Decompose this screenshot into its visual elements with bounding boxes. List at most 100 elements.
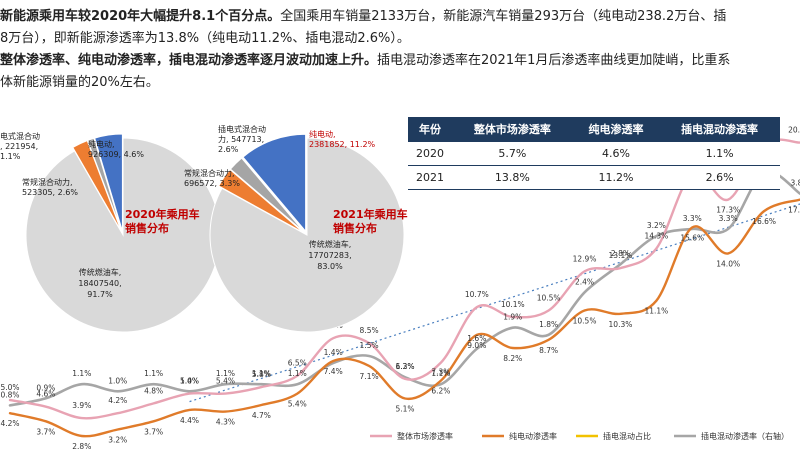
data-label: 5.0% (0, 383, 19, 392)
legend-label: 整体市场渗透率 (397, 431, 453, 441)
data-label: 3.8% (790, 179, 800, 188)
data-label: 11.1% (644, 307, 668, 316)
data-label: 4.8% (144, 386, 163, 395)
pie-slice (229, 157, 305, 233)
data-label: 12.9% (573, 254, 597, 263)
data-label: 1.1% (144, 369, 163, 378)
pie-title-2020: 2020年乘用车销售分布 (125, 207, 200, 235)
data-label: 1.5% (360, 341, 379, 350)
pie-slice (209, 137, 405, 333)
data-label: 6.2% (431, 387, 450, 396)
data-label: 3.2% (108, 435, 127, 444)
body-text: 插电混动渗透率在2021年1月后渗透率曲线更加陡峭，比重系 (377, 53, 731, 68)
table-cell: 2021 (408, 165, 452, 190)
table-header-cell: 插电混动渗透率 (659, 117, 780, 142)
data-label: 14.0% (716, 259, 740, 268)
paragraph-line-4: 体新能源销量的20%左右。 (0, 75, 159, 90)
data-label: 1.8% (539, 320, 558, 329)
table-header-cell: 纯电渗透率 (572, 117, 660, 142)
data-label: 0.8% (0, 390, 19, 399)
data-label: 2.8% (72, 442, 91, 450)
table-cell: 4.6% (572, 141, 660, 166)
body-text: 全国乘用车销量2133万台，新能源汽车销量293万台（纯电动238.2万台、插 (280, 9, 727, 24)
data-label: 1.1% (288, 369, 307, 378)
data-label: 17.3% (788, 206, 800, 215)
table-cell: 1.1% (659, 141, 780, 166)
data-label: 20.8% (788, 126, 800, 135)
data-label: 1.2% (395, 362, 414, 371)
data-label: 1.1% (252, 369, 271, 378)
data-label: 10.1% (501, 300, 525, 309)
data-label: 7.4% (324, 367, 343, 376)
data-label: 1.0% (108, 376, 127, 385)
legend-label: 插电混动占比 (603, 431, 651, 441)
paragraph-line-2: 8万台），即新能源渗透率为13.8%（纯电动11.2%、插电混动2.6%）。 (0, 31, 410, 46)
pie-slice (25, 137, 221, 333)
table-cell: 13.8% (451, 165, 573, 190)
data-label: 3.2% (647, 221, 666, 230)
data-label: 4.6% (36, 390, 55, 399)
series-line-phev-rate (8, 170, 800, 407)
pie-title-2021: 2021年乘用车销售分布 (333, 207, 408, 235)
data-label: 10.5% (537, 293, 561, 302)
data-label: 1.9% (503, 313, 522, 322)
series-line-overall (8, 138, 800, 420)
data-label: 5.1% (395, 405, 414, 414)
data-label: 8.5% (360, 326, 379, 335)
table-row: 2020 5.7% 4.6% 1.1% (408, 141, 780, 166)
data-label: 1.0% (180, 376, 199, 385)
data-label: 15.6% (680, 233, 704, 242)
data-label: 14.3% (644, 232, 668, 241)
data-label: 6.5% (288, 359, 307, 368)
data-label: 1.6% (467, 334, 486, 343)
data-label: 10.5% (573, 316, 597, 325)
pie-label-phev: 电式混合动, 221954, 1.1% (0, 131, 40, 161)
data-label: 1.1% (72, 369, 91, 378)
table-header-cell: 年份 (408, 117, 452, 142)
data-label: 3.7% (144, 427, 163, 436)
pie-label-hev: 常规混合动力, 523305, 2.6% (22, 177, 78, 197)
data-label: 2.4% (575, 277, 594, 286)
data-label: 4.2% (108, 396, 127, 405)
data-label: 2.8% (611, 249, 630, 258)
legend-label: 插电混动渗透率（右轴） (701, 431, 789, 441)
data-label: 13.1% (609, 251, 633, 260)
data-label: 4.4% (180, 416, 199, 425)
data-label: 10.3% (609, 320, 633, 329)
data-label: 7.3% (431, 368, 450, 377)
table-row: 2021 13.8% 11.2% 2.6% (408, 165, 780, 190)
penetration-table: 年份 整体市场渗透率 纯电渗透率 插电混动渗透率 2020 5.7% 4.6% … (408, 117, 780, 190)
pie-label-ice: 传统燃油车, 17707283, 83.0% (308, 239, 351, 271)
data-label: 1.4% (324, 348, 343, 357)
data-label: 3.9% (72, 401, 91, 410)
table-cell: 2.6% (659, 165, 780, 190)
data-label: 3.3% (719, 214, 738, 223)
paragraph-line-1: 新能源乘用车较2020年大幅提升8.1个百分点。全国乘用车销量2133万台，新能… (0, 6, 726, 28)
data-label: 9.0% (467, 341, 486, 350)
pie-slice (72, 139, 122, 232)
data-label: 1.1% (431, 369, 450, 378)
data-label: 5.8% (252, 370, 271, 379)
data-label: 7.1% (360, 372, 379, 381)
data-label: 1.1% (216, 369, 235, 378)
pie-label-ev: 纯电动, 2381852, 11.2% (309, 129, 376, 149)
data-label: 17.3% (716, 206, 740, 215)
highlight-text: 整体渗透率、纯电动渗透率，插电混动渗透率逐月波动加速上升。 (0, 53, 378, 68)
data-label: 10.7% (465, 290, 489, 299)
pie-slice (94, 133, 123, 232)
table-header-cell: 整体市场渗透率 (451, 117, 573, 142)
data-label: 8.7% (539, 346, 558, 355)
data-label: 4.2% (0, 419, 19, 428)
pie-slice (218, 168, 305, 234)
pie-slice (242, 133, 307, 233)
table-cell: 2020 (408, 141, 452, 166)
data-label: 5.4% (216, 377, 235, 386)
series-line-bev (8, 198, 800, 438)
data-label: 16.6% (752, 217, 776, 226)
pie-label-ev: 纯电动, 926309, 4.6% (88, 139, 144, 159)
data-label: 6.3% (395, 362, 414, 371)
table-cell: 11.2% (572, 165, 660, 190)
trend-line (189, 203, 800, 403)
table-cell: 5.7% (451, 141, 573, 166)
